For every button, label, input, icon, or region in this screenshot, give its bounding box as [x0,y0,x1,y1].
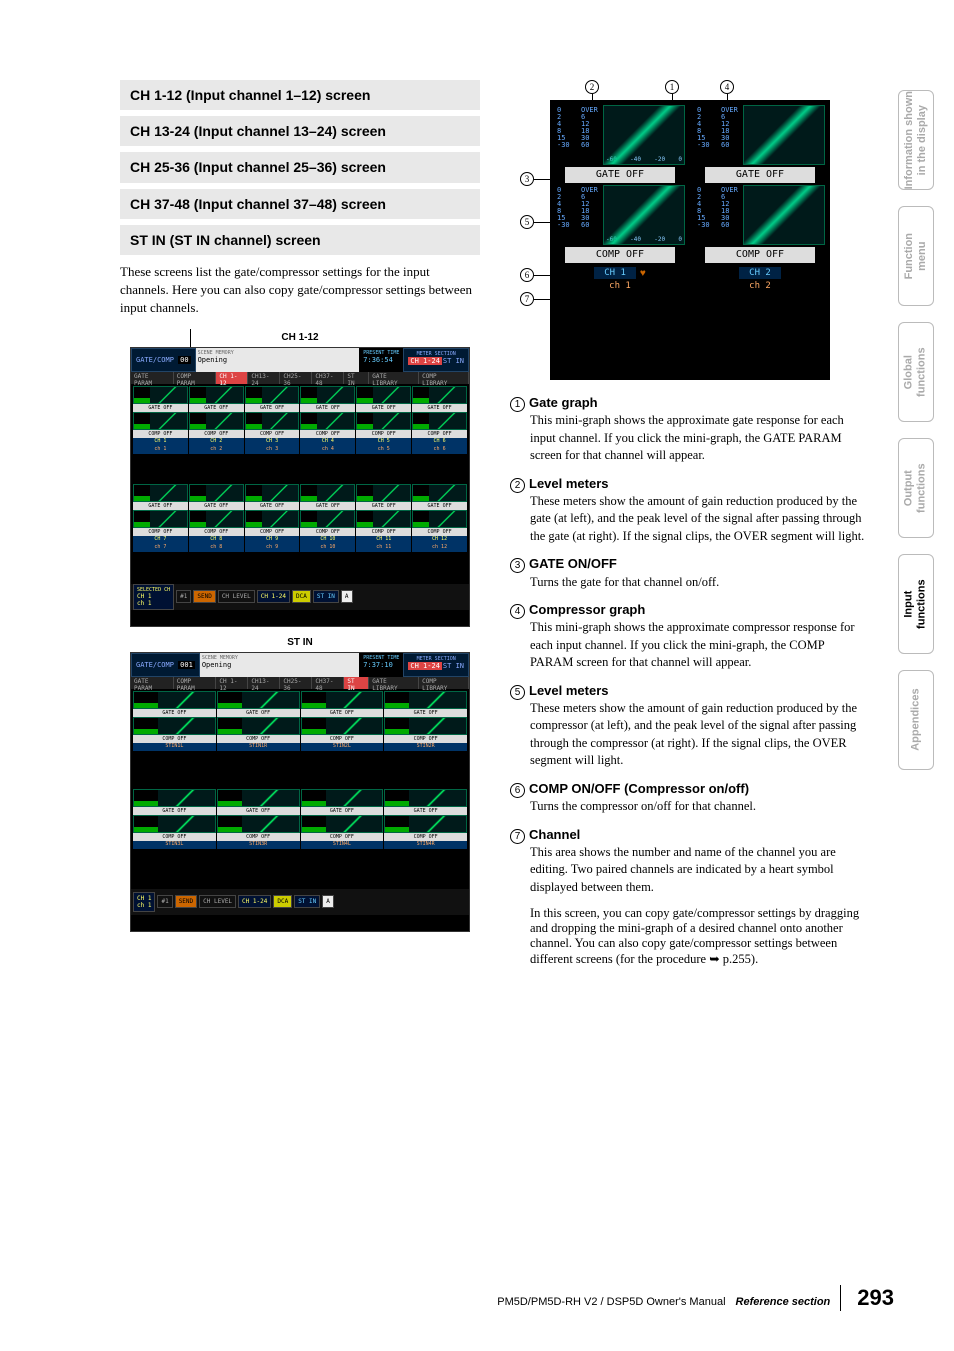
section-header-ch25-36: CH 25-36 (Input channel 25–36) screen [120,152,480,182]
side-tab[interactable]: Inputfunctions [898,554,934,654]
intro-text: These screens list the gate/compressor s… [120,263,480,318]
section-header-ch1-12: CH 1-12 (Input channel 1–12) screen [120,80,480,110]
description-item: 6COMP ON/OFF (Compressor on/off)Turns th… [510,780,870,816]
footer-section: Reference section [736,1296,831,1308]
section-header-ch13-24: CH 13-24 (Input channel 13–24) screen [120,116,480,146]
left-column: CH 1-12 (Input channel 1–12) screen CH 1… [120,80,480,967]
description-item: 5Level metersThese meters show the amoun… [510,682,870,770]
screenshot-ch1-12: GATE/COMP 00 SCENE MEMORY Opening PRESEN… [130,347,470,627]
description-list: 1Gate graphThis mini-graph shows the app… [510,394,870,896]
description-item: 2Level metersThese meters show the amoun… [510,475,870,546]
side-tab[interactable]: Outputfunctions [898,438,934,538]
side-tabs: Information shownin the display Functionm… [898,90,934,770]
description-item: 1Gate graphThis mini-graph shows the app… [510,394,870,465]
right-column: 2 1 4 3 5 6 7 024815-30 OVER6121830 [510,80,870,967]
page: CH 1-12 (Input channel 1–12) screen CH 1… [0,0,954,1351]
description-item: 4Compressor graphThis mini-graph shows t… [510,601,870,672]
page-footer: PM5D/PM5D-RH V2 / DSP5D Owner's Manual R… [497,1285,894,1311]
screenshot-stin: GATE/COMP 001 SCENE MEMORYOpening PRESEN… [130,652,470,932]
page-number: 293 [840,1285,894,1311]
channel-grid: GATE OFFCOMP OFFCH 1ch 1GATE OFFCOMP OFF… [131,384,469,584]
footer-model: PM5D/PM5D-RH V2 / DSP5D Owner's Manual [497,1296,725,1308]
side-tab[interactable]: Globalfunctions [898,322,934,422]
extra-paragraph: In this screen, you can copy gate/compre… [530,906,870,967]
meter-box: METER SECTION CH 1-24 ST IN [403,348,469,372]
bottom-bar: SELECTED CHCH 1ch 1 #1 SEND CH LEVEL CH … [131,584,469,610]
side-tab[interactable]: Appendices [898,670,934,770]
section-header-ch37-48: CH 37-48 (Input channel 37–48) screen [120,189,480,219]
screenshot1-label: CH 1-12 [120,332,480,343]
annotated-diagram: 2 1 4 3 5 6 7 024815-30 OVER6121830 [510,80,850,380]
description-item: 7ChannelThis area shows the number and n… [510,826,870,897]
tab-nav: GATE PARAMCOMP PARAMCH 1-12CH13-24CH25-3… [131,372,469,384]
side-tab[interactable]: Functionmenu [898,206,934,306]
section-header-stin: ST IN (ST IN channel) screen [120,225,480,255]
side-tab[interactable]: Information shownin the display [898,90,934,190]
scene-box: SCENE MEMORY Opening [196,348,360,372]
screenshot2-label: ST IN [120,637,480,648]
func-box: GATE/COMP 00 [131,348,196,372]
heart-icon: ♥ [640,268,646,279]
time-box: PRESENT TIME 7:36:54 [359,348,403,372]
description-item: 3GATE ON/OFFTurns the gate for that chan… [510,555,870,591]
